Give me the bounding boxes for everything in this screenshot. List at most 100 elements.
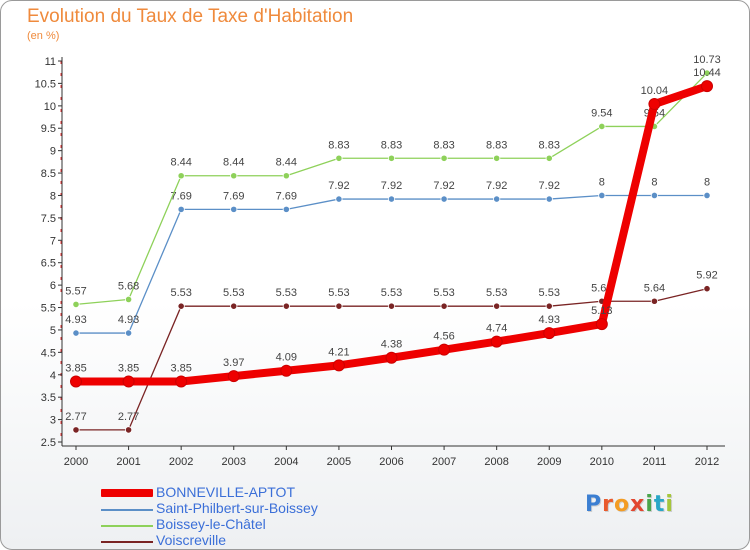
data-point	[72, 300, 80, 308]
data-label: 4.09	[276, 352, 297, 364]
data-point	[70, 375, 82, 388]
data-point	[440, 195, 448, 203]
data-label: 10.04	[641, 85, 669, 97]
data-label: 8.83	[381, 139, 402, 151]
y-tick-label: 6.5	[41, 258, 56, 270]
chart-title: Evolution du Taux de Taxe d'Habitation	[27, 6, 354, 27]
logo-letter: P	[585, 492, 603, 517]
data-point	[543, 327, 556, 340]
data-point	[701, 80, 713, 93]
data-point	[332, 359, 345, 372]
data-label: 5.53	[170, 287, 191, 299]
data-label: 7.92	[539, 180, 560, 192]
y-tick-label: 10	[44, 101, 56, 113]
data-point	[230, 172, 238, 180]
data-point	[177, 205, 185, 213]
y-tick-label: 8.5	[41, 168, 56, 180]
data-label: 7.69	[223, 190, 244, 202]
data-point	[124, 426, 133, 434]
data-label: 4.93	[65, 314, 86, 326]
data-point	[230, 205, 238, 213]
data-label: 4.74	[486, 323, 507, 335]
data-label: 8	[704, 176, 710, 188]
data-point	[335, 302, 343, 310]
data-label: 8.83	[433, 139, 454, 151]
y-axis-unit: (en %)	[27, 30, 60, 42]
data-point	[230, 302, 238, 310]
data-point	[282, 172, 290, 180]
legend-label-bonneville: BONNEVILLE-APTOT	[156, 484, 296, 500]
data-label: 8.83	[486, 139, 507, 151]
data-label: 3.85	[65, 362, 86, 374]
line-chart: 2.5 3 3.5 4 4.5 5 5.5 6 6.5 7 7.5 8 8.5 9 9.5 10 10.5 11 2…	[35, 54, 725, 468]
data-point	[387, 154, 396, 162]
legend-label-voiscreville: Voiscreville	[156, 532, 227, 548]
data-point	[598, 191, 606, 200]
data-label: 8.44	[276, 157, 297, 169]
data-label: 5.53	[328, 287, 349, 299]
data-point	[545, 195, 553, 203]
data-label: 10.44	[693, 67, 721, 79]
logo-letter: i	[645, 492, 654, 517]
data-label: 5.53	[276, 287, 297, 299]
data-point	[703, 285, 711, 293]
data-label: 8	[599, 176, 605, 188]
data-label: 7.69	[276, 190, 297, 202]
legend-swatch-boissey	[101, 525, 153, 527]
x-tick-label: 2001	[116, 456, 140, 468]
data-point	[122, 375, 135, 388]
data-label: 5.64	[644, 282, 665, 294]
data-label: 2.77	[118, 411, 139, 423]
legend-label-boissey: Boissey-le-Châtel	[156, 516, 266, 532]
logo-letter: r	[602, 492, 614, 517]
data-label: 7.92	[328, 180, 349, 192]
y-tick-label: 8	[50, 190, 56, 202]
y-tick-label: 5.5	[41, 303, 56, 315]
data-point	[703, 191, 711, 200]
data-label: 8.44	[223, 157, 244, 169]
data-point	[72, 426, 80, 434]
data-point	[650, 191, 659, 200]
data-label: 4.56	[433, 331, 454, 343]
data-label: 3.85	[170, 362, 191, 374]
y-tick-label: 10.5	[35, 78, 56, 90]
data-point	[124, 295, 133, 304]
data-point	[335, 154, 343, 162]
data-point	[703, 69, 711, 77]
data-label: 8.83	[328, 139, 349, 151]
data-label: 5.57	[65, 285, 86, 297]
data-point	[493, 154, 501, 162]
x-tick-label: 2003	[222, 456, 246, 468]
y-tick-label: 5	[50, 325, 56, 337]
x-tick-label: 2007	[432, 456, 456, 468]
data-label: 5.53	[539, 287, 560, 299]
data-point	[387, 302, 396, 310]
y-tick-label: 3.5	[41, 392, 56, 404]
data-label: 5.53	[223, 287, 244, 299]
x-tick-label: 2006	[379, 456, 403, 468]
x-tick-label: 2012	[695, 456, 719, 468]
data-label: 7.92	[433, 180, 454, 192]
data-label: 5.53	[381, 287, 402, 299]
x-tick-label: 2002	[169, 456, 193, 468]
data-point	[282, 205, 290, 213]
logo-letter: o	[613, 492, 631, 517]
y-tick-label: 3	[50, 415, 56, 427]
y-tick-label: 7	[50, 235, 56, 247]
x-tick-label: 2008	[484, 456, 508, 468]
data-label: 5.53	[486, 287, 507, 299]
data-point	[124, 329, 133, 337]
x-tick-label: 2004	[274, 456, 298, 468]
data-label: 5.92	[696, 270, 717, 282]
data-point	[545, 302, 553, 310]
data-point	[282, 302, 290, 310]
data-point	[595, 318, 608, 331]
data-point	[177, 172, 185, 180]
data-point	[490, 335, 503, 348]
logo-letter: x	[630, 492, 646, 517]
data-label: 8	[651, 176, 657, 188]
data-point	[545, 154, 553, 162]
data-label: 8.44	[170, 157, 191, 169]
logo-letter: i	[665, 492, 674, 517]
